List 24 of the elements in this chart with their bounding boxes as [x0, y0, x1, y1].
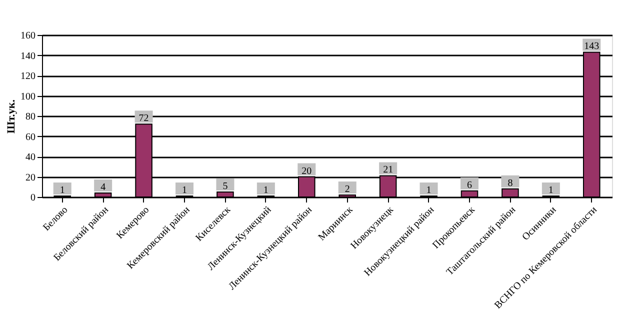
- data-label: 72: [138, 113, 149, 124]
- data-label: 1: [548, 184, 554, 196]
- data-label: 1: [60, 184, 65, 196]
- y-tick-label: 20: [26, 172, 36, 184]
- y-tick-label: 40: [26, 152, 36, 163]
- y-tick-label: 160: [20, 30, 36, 42]
- data-label: 6: [467, 180, 472, 191]
- data-label: 20: [302, 166, 312, 177]
- data-label: 1: [182, 184, 187, 196]
- data-label: 1: [426, 184, 432, 196]
- y-tick-label: 80: [26, 112, 36, 122]
- data-label: 5: [222, 180, 228, 192]
- y-tick-label: 100: [20, 91, 36, 102]
- y-tick-label: 60: [26, 132, 36, 143]
- data-label: 21: [383, 164, 394, 176]
- data-label: 8: [508, 178, 513, 189]
- data-label: 2: [344, 184, 350, 195]
- data-label: 1: [263, 184, 268, 196]
- y-tick-label: 120: [20, 71, 36, 82]
- y-tick-label: 140: [20, 50, 36, 62]
- data-label: 4: [100, 182, 106, 193]
- data-label: 143: [584, 41, 600, 52]
- y-axis-title: Шт.ук.: [6, 99, 18, 134]
- y-tick-label: 0: [30, 192, 36, 204]
